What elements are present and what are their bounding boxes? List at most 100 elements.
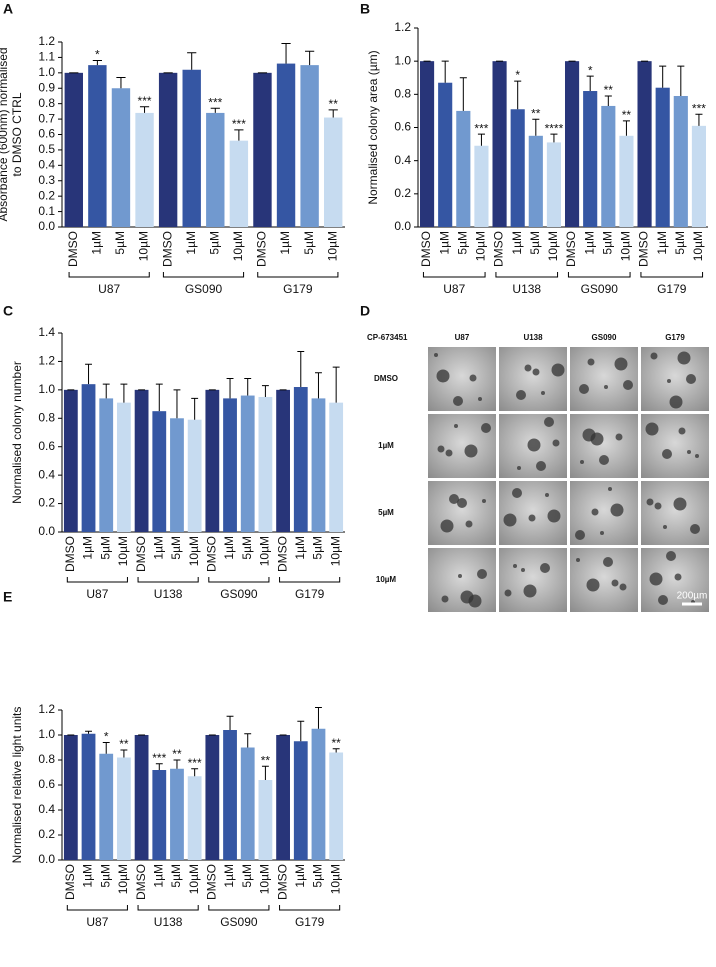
error-bar (173, 759, 181, 769)
x-tick-label: 1µM (81, 536, 95, 560)
colony (658, 595, 668, 605)
group-bracket (137, 577, 199, 583)
x-tick-label: 1µM (151, 864, 165, 888)
bar (170, 768, 184, 860)
colony (541, 391, 545, 395)
bar (88, 65, 107, 227)
x-tick-label: 1µM (184, 231, 198, 255)
x-tick-label: 1µM (510, 231, 524, 255)
colony (458, 574, 462, 578)
colony (551, 363, 565, 377)
x-tick-label: 1µM (582, 231, 596, 255)
x-tick-label: DMSO (134, 864, 148, 900)
y-axis-label: Normalised relative light units (10, 707, 24, 864)
x-tick-label: DMSO (275, 536, 289, 572)
x-tick-label: 5µM (98, 536, 112, 560)
y-tick-label: 0.0 (38, 524, 55, 538)
micrograph (641, 481, 709, 545)
colony (513, 564, 517, 568)
colony (586, 578, 600, 592)
column-label: GS090 (592, 333, 617, 342)
colony (690, 524, 700, 534)
x-tick-label: 10µM (474, 231, 488, 261)
colony (445, 449, 453, 457)
x-tick-label: DMSO (275, 864, 289, 900)
significance: *** (138, 94, 152, 108)
y-tick-label: 0.7 (38, 111, 55, 125)
x-tick-label: 5µM (98, 864, 112, 888)
x-tick-label: 5µM (311, 536, 325, 560)
bar (510, 109, 525, 227)
significance: ** (531, 106, 541, 120)
error-bar (297, 350, 305, 388)
colony (545, 493, 549, 497)
y-tick-label: 0.8 (38, 752, 55, 766)
colony (524, 364, 532, 372)
y-tick-label: 0.8 (38, 96, 55, 110)
colony (579, 384, 589, 394)
y-tick-label: 0.6 (38, 439, 55, 453)
error-bar (281, 43, 291, 64)
row-label: 5µM (378, 508, 394, 517)
bar (63, 389, 78, 532)
bar (528, 135, 543, 227)
significance: ** (329, 97, 339, 111)
group-label: U138 (154, 587, 183, 601)
bar (240, 395, 255, 532)
bar (205, 735, 220, 860)
x-tick-label: 1µM (293, 536, 307, 560)
x-tick-label: 5µM (528, 231, 542, 255)
y-tick-label: 0.5 (38, 142, 55, 156)
colony (503, 513, 517, 527)
y-tick-label: 0.0 (38, 852, 55, 866)
micrograph (499, 548, 567, 612)
bar (637, 61, 652, 227)
row-label: 10µM (376, 575, 397, 584)
bar (182, 69, 201, 227)
y-tick-label: 1.1 (38, 50, 55, 64)
error-bar (155, 383, 163, 412)
x-tick-label: 10µM (619, 231, 633, 261)
colony (645, 422, 659, 436)
bar (81, 733, 96, 860)
bar (170, 418, 184, 532)
micrograph (499, 347, 567, 411)
x-tick-label: 5µM (455, 231, 469, 255)
colony (544, 417, 554, 427)
x-tick-label: 10µM (328, 536, 342, 566)
colony (603, 557, 613, 567)
x-tick-label: 1µM (655, 231, 669, 255)
colony (454, 424, 458, 428)
x-tick-label: 1µM (278, 231, 292, 255)
x-tick-label: 1µM (437, 231, 451, 255)
y-axis-label: Normalised colony area (µm) (366, 50, 380, 204)
x-tick-label: DMSO (637, 231, 651, 267)
significance: **** (545, 121, 564, 135)
group-bracket (640, 272, 704, 278)
y-axis-label: Absorbance (600nm) normalised (0, 47, 10, 221)
colony (552, 439, 560, 447)
bar (546, 142, 562, 227)
colony (674, 573, 682, 581)
bar (258, 396, 273, 532)
colony (663, 525, 667, 529)
colony (547, 509, 561, 523)
bar (187, 419, 202, 532)
colony (478, 397, 482, 401)
y-tick-label: 0.2 (394, 186, 411, 200)
y-tick-label: 0.4 (38, 802, 55, 816)
error-bar (92, 60, 102, 66)
group-label: U138 (512, 282, 541, 296)
significance: ** (331, 736, 341, 750)
x-tick-label: 5µM (240, 536, 254, 560)
x-tick-label: 10µM (691, 231, 705, 261)
x-tick-label: 1µM (151, 536, 165, 560)
error-bar (622, 120, 630, 136)
colony (528, 514, 536, 522)
micrograph (570, 347, 638, 411)
y-tick-label: 1.2 (38, 702, 55, 716)
error-bar (532, 118, 540, 136)
y-tick-label: 1.2 (38, 34, 55, 48)
colony (678, 427, 686, 435)
micrograph (570, 548, 638, 612)
